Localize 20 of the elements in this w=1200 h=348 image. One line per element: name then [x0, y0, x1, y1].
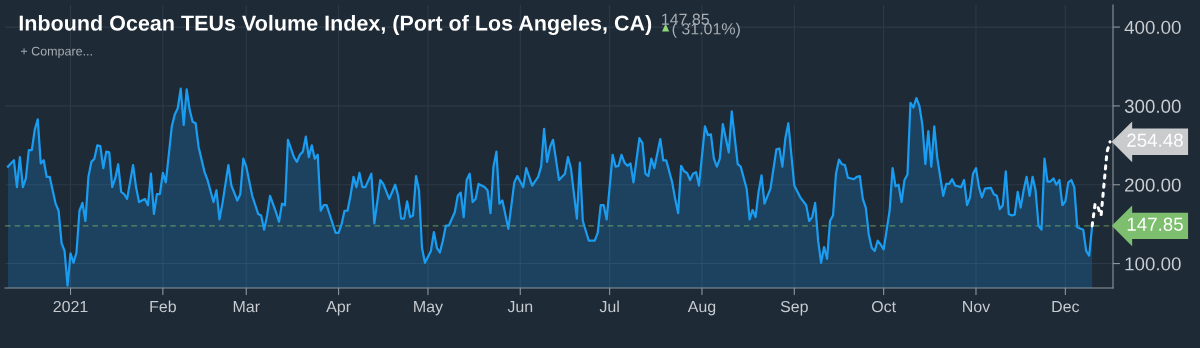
ref-line-label: 147.85	[1127, 217, 1183, 231]
x-tick-label: Aug	[687, 301, 716, 316]
y-tick-label: 400.00	[1124, 20, 1181, 35]
annotation: + Compare...	[21, 46, 92, 58]
y-tick-label: 100.00	[1125, 257, 1181, 271]
x-tick-label: Sep	[780, 300, 808, 316]
x-tick-label: Dec	[1052, 301, 1080, 313]
y-tick-label: 300.00	[1124, 99, 1181, 113]
x-tick-label: Apr	[326, 301, 351, 316]
x-tick-label: Jun	[507, 301, 533, 313]
x-tick-label: Mar	[233, 301, 260, 313]
x-tick-label: 2021	[53, 300, 88, 313]
x-tick-label: Oct	[871, 300, 896, 313]
x-tick-label: Feb	[150, 300, 176, 313]
chart-title: Inbound Ocean TEUs Volume Index, (Port of Los Angeles, CA)	[19, 14, 652, 36]
y-tick-label: 200.00	[1125, 178, 1181, 192]
x-tick-label: Jul	[599, 300, 619, 313]
line-series	[1090, 140, 1112, 228]
x-tick-label: Nov	[963, 301, 991, 313]
x-tick-label: May	[414, 301, 443, 316]
